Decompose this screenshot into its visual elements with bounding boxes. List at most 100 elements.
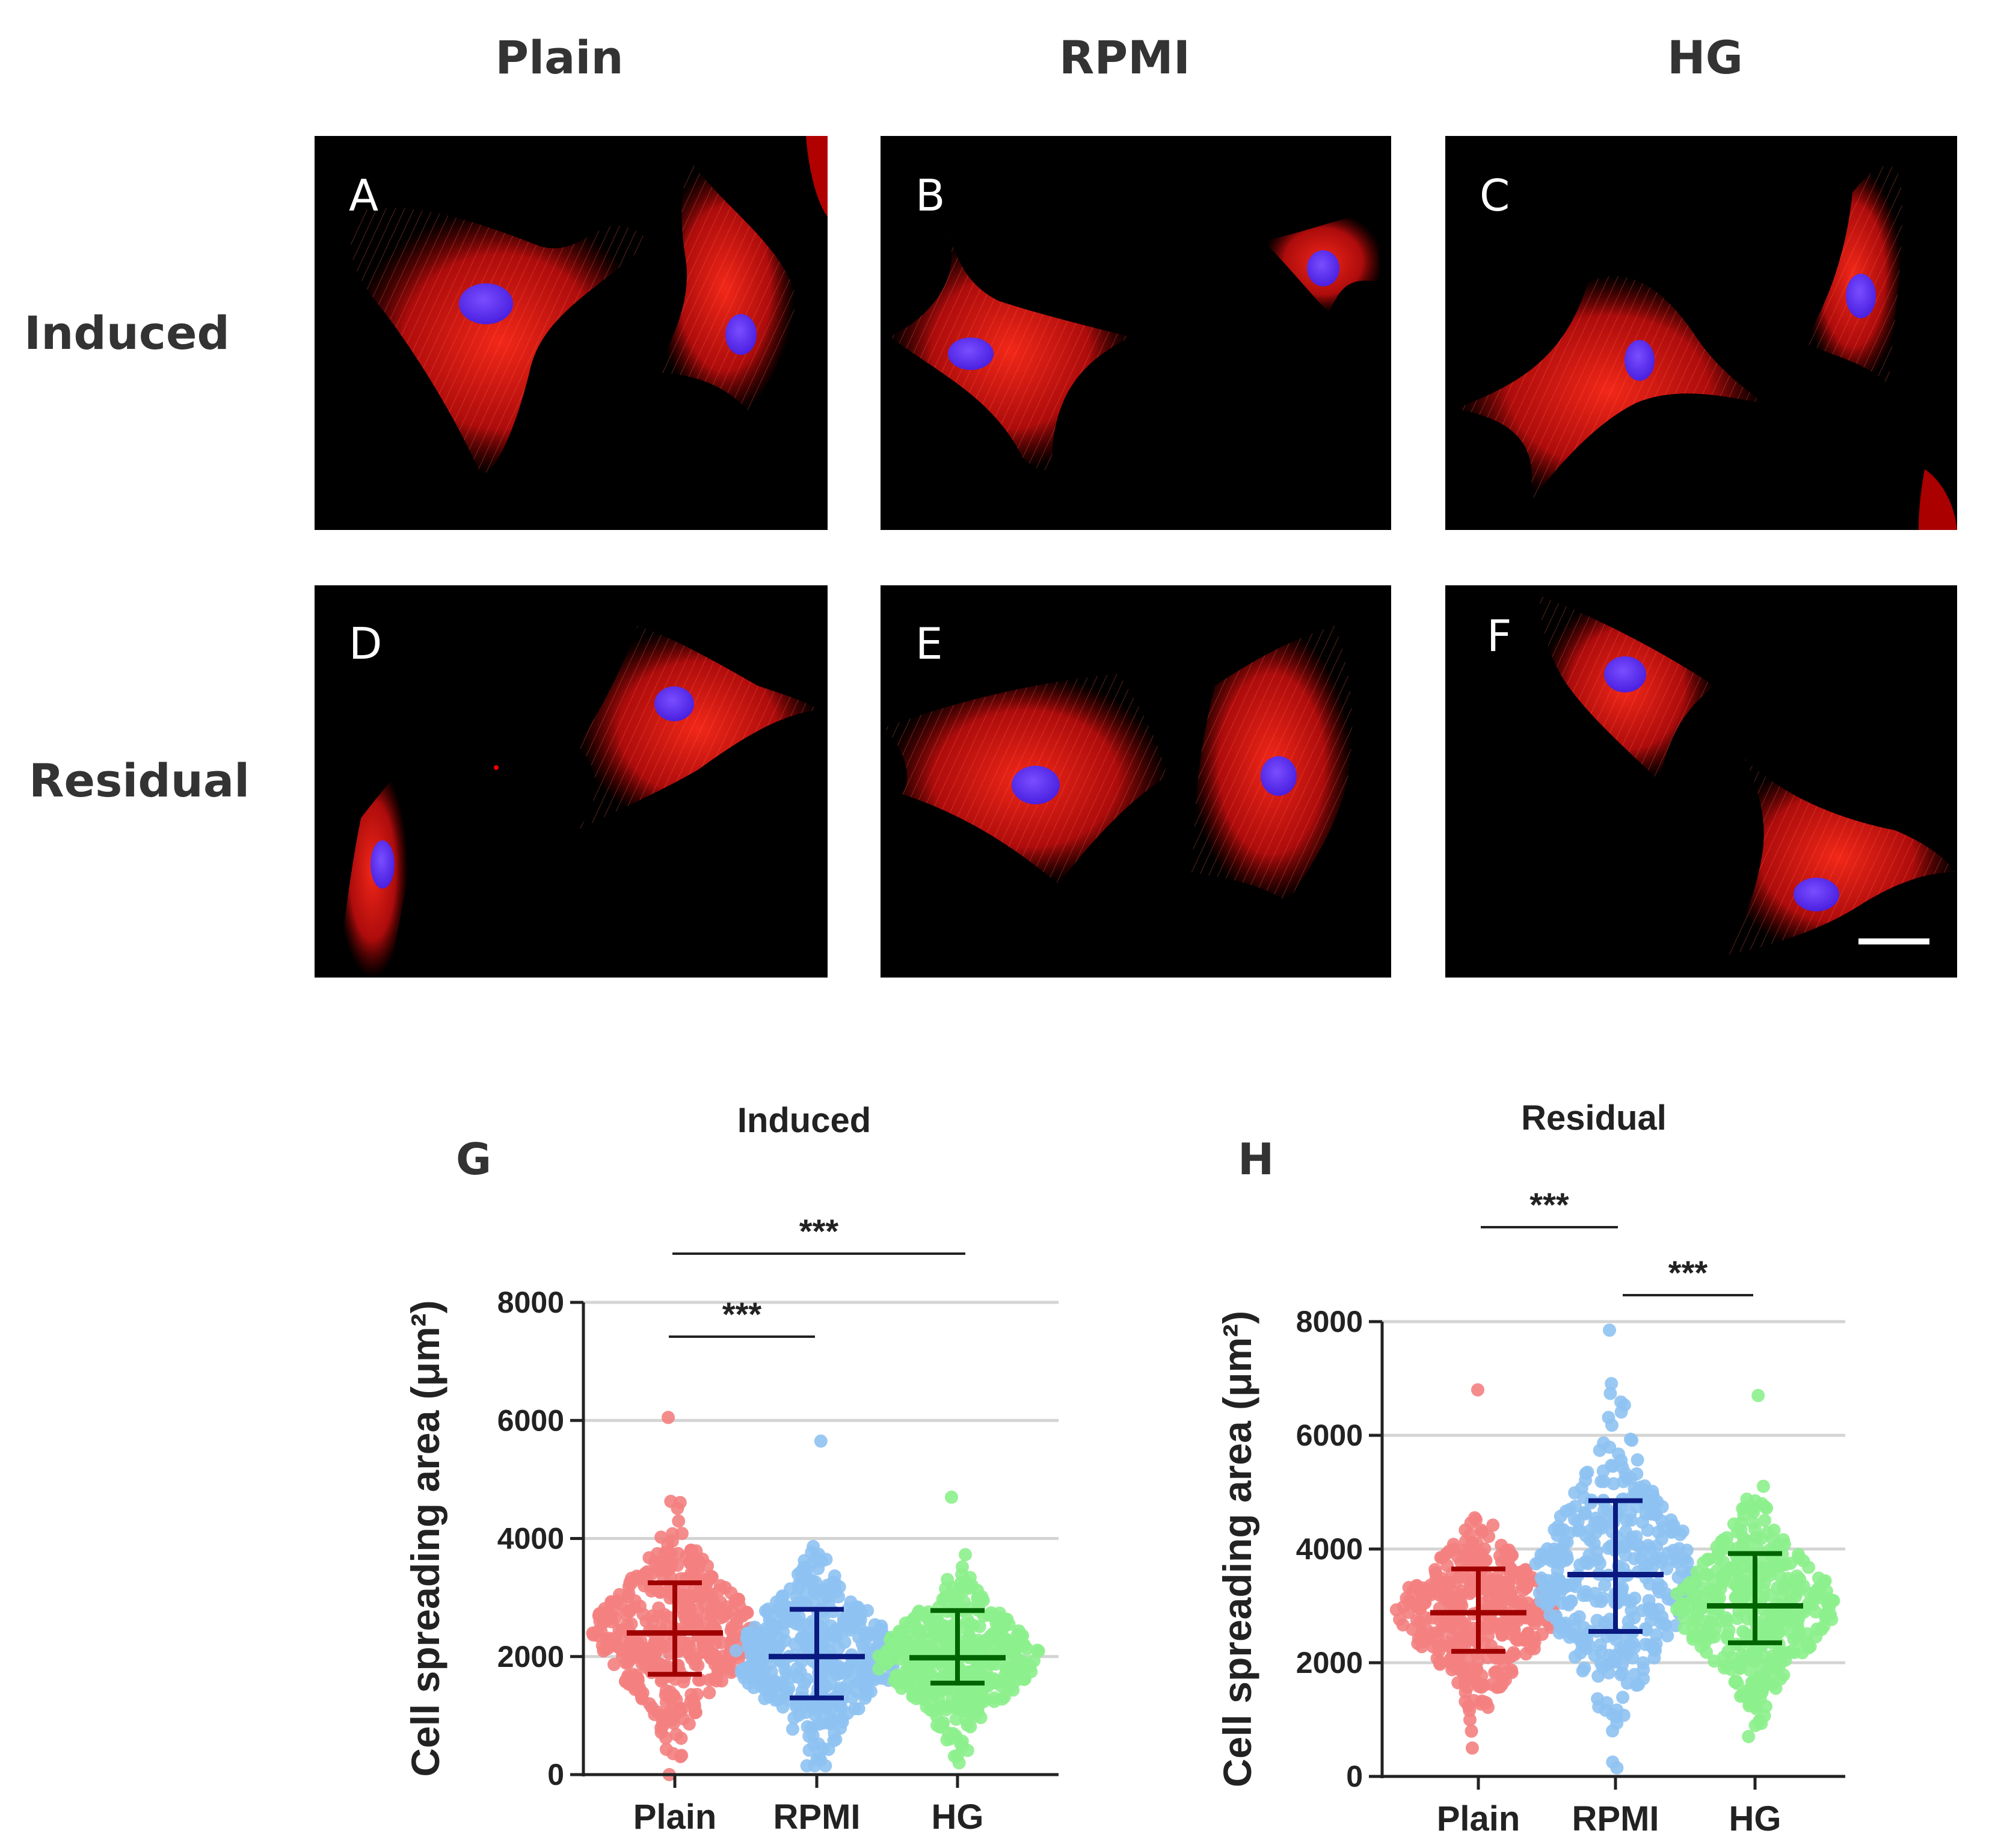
panel-letter-c: C <box>1480 170 1510 221</box>
data-point <box>754 1680 768 1693</box>
data-point <box>770 1616 784 1630</box>
data-point <box>1580 1555 1594 1568</box>
data-point <box>740 1606 754 1620</box>
data-point <box>677 1712 690 1726</box>
data-point <box>1543 1594 1557 1607</box>
y-tick-label: 0 <box>1346 1760 1363 1793</box>
data-point <box>793 1665 807 1679</box>
data-point <box>1777 1609 1791 1623</box>
data-point <box>837 1623 851 1637</box>
data-point <box>1728 1675 1742 1689</box>
data-point <box>838 1635 852 1649</box>
data-point <box>1748 1719 1762 1732</box>
data-point <box>909 1612 923 1626</box>
data-point <box>742 1626 755 1640</box>
panel-letter-d: D <box>349 618 382 669</box>
data-point <box>1734 1523 1748 1537</box>
data-point <box>968 1694 982 1708</box>
x-tick-label: HG <box>1729 1799 1781 1838</box>
data-point <box>1658 1618 1671 1631</box>
data-point <box>1631 1453 1644 1467</box>
data-point <box>939 1703 953 1716</box>
data-point <box>1647 1552 1661 1566</box>
significance-label: *** <box>1529 1186 1569 1224</box>
data-point <box>1636 1604 1649 1618</box>
data-point <box>1590 1594 1603 1608</box>
data-point <box>607 1657 621 1671</box>
data-point <box>786 1722 799 1736</box>
data-point <box>730 1616 743 1630</box>
data-point <box>1579 1473 1593 1487</box>
data-point <box>1720 1614 1734 1628</box>
data-point <box>1505 1663 1518 1677</box>
data-point <box>1751 1671 1765 1684</box>
micrograph-panel-e: E <box>881 585 1391 978</box>
data-point <box>1591 1669 1605 1683</box>
data-point <box>757 1638 771 1652</box>
significance-label: *** <box>1668 1254 1708 1292</box>
data-point <box>685 1652 699 1666</box>
data-point <box>698 1598 712 1612</box>
chart-title: Induced <box>737 1101 871 1140</box>
data-point <box>1797 1554 1810 1568</box>
data-point <box>1467 1693 1481 1707</box>
data-point <box>687 1561 701 1575</box>
data-point <box>1439 1635 1453 1649</box>
data-point <box>675 1527 689 1541</box>
data-point <box>773 1597 787 1610</box>
significance-label: *** <box>799 1212 839 1250</box>
data-point <box>935 1683 949 1697</box>
data-point <box>1478 1542 1492 1556</box>
column-header-rpmi: RPMI <box>1059 31 1190 84</box>
data-point <box>1717 1661 1731 1675</box>
data-point <box>1695 1632 1709 1646</box>
scale-bar <box>1858 938 1929 944</box>
row-header-induced: Induced <box>24 306 230 360</box>
data-point <box>1730 1557 1744 1571</box>
data-point <box>1013 1654 1027 1667</box>
data-point <box>630 1669 644 1683</box>
data-point <box>1556 1542 1570 1556</box>
data-point <box>848 1702 862 1716</box>
data-point <box>1606 1724 1620 1738</box>
data-point <box>1436 1578 1449 1592</box>
data-point <box>1749 1531 1763 1545</box>
y-tick-label: 8000 <box>1296 1305 1363 1338</box>
data-point <box>1698 1615 1712 1628</box>
data-point <box>1578 1506 1591 1520</box>
data-point <box>1471 1383 1484 1397</box>
data-point <box>947 1588 961 1602</box>
panel-letter-e: E <box>915 618 943 669</box>
data-point <box>1612 1447 1626 1461</box>
data-point <box>1677 1597 1691 1610</box>
data-point <box>792 1596 805 1609</box>
y-tick-label: 8000 <box>497 1286 564 1319</box>
data-point <box>1615 1461 1629 1474</box>
data-point <box>1614 1395 1628 1409</box>
y-tick-label: 6000 <box>1296 1418 1363 1452</box>
data-point <box>918 1668 932 1681</box>
data-point <box>1605 1377 1618 1390</box>
x-tick-label: Plain <box>1437 1799 1520 1838</box>
data-point <box>811 1737 825 1751</box>
data-point <box>619 1674 633 1687</box>
data-point <box>1469 1513 1483 1527</box>
data-point <box>1655 1514 1669 1528</box>
data-point <box>1746 1515 1760 1529</box>
data-point <box>1751 1388 1765 1402</box>
data-point <box>1771 1538 1784 1551</box>
data-point <box>1721 1540 1735 1554</box>
data-point <box>1598 1578 1612 1592</box>
y-axis-label: Cell spreading area (μm²) <box>1215 1311 1259 1787</box>
data-point <box>1744 1682 1758 1696</box>
data-point <box>1671 1570 1685 1584</box>
data-point <box>1686 1620 1700 1634</box>
data-point <box>648 1648 662 1662</box>
data-point <box>859 1683 873 1696</box>
data-point <box>648 1555 662 1569</box>
y-tick-label: 2000 <box>1296 1646 1363 1680</box>
data-point <box>692 1673 705 1687</box>
data-point <box>1667 1544 1680 1557</box>
data-point <box>961 1718 974 1732</box>
data-point <box>1817 1619 1831 1633</box>
